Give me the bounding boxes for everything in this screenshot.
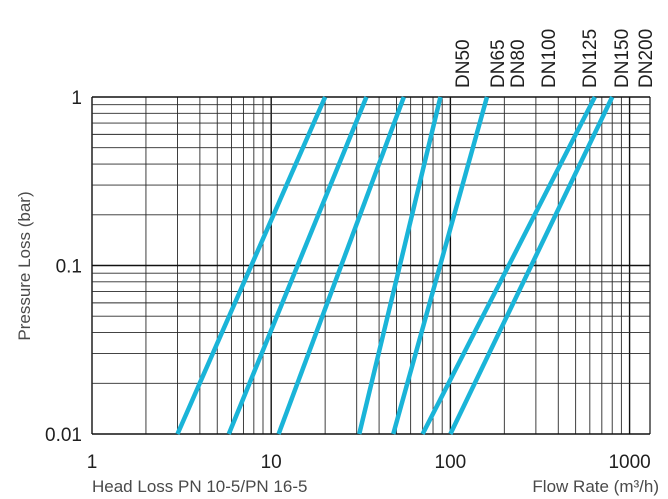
y-tick-labels: 0.01 0.1 1 [45, 88, 82, 446]
series-line-dn65 [226, 96, 369, 435]
x-tick-labels: 1 10 100 1000 [87, 452, 651, 473]
y-tick-label: 0.01 [45, 425, 82, 446]
series-label-dn125: DN125 [580, 29, 601, 88]
y-tick-label: 0.1 [56, 257, 82, 278]
x-tick-label: 10 [261, 452, 282, 473]
series-line-dn100 [357, 96, 443, 435]
series-label-dn100: DN100 [539, 29, 560, 88]
series-label-dn50: DN50 [453, 39, 474, 88]
series-line-dn150 [420, 95, 597, 436]
series-line-dn50 [175, 96, 328, 435]
chart-grid [91, 96, 651, 435]
x-tick-label: 100 [435, 452, 467, 473]
series-lines [175, 95, 615, 436]
series-labels: DN50 DN65 DN80 DN100 DN125 DN150 DN200 [453, 29, 657, 88]
y-tick-label: 1 [71, 88, 82, 109]
series-label-dn150: DN150 [612, 29, 633, 88]
x-axis-label: Flow Rate (m³/h) [532, 477, 659, 496]
series-line-dn200 [448, 96, 615, 435]
series-line-dn125 [391, 96, 490, 435]
series-label-dn80: DN80 [508, 39, 529, 88]
x-tick-label: 1000 [608, 452, 650, 473]
series-label-dn200: DN200 [636, 29, 657, 88]
series-label-dn65: DN65 [488, 39, 509, 88]
y-axis-label: Pressure Loss (bar) [15, 191, 34, 340]
x-tick-label: 1 [87, 452, 98, 473]
series-line-dn80 [276, 96, 406, 435]
footer-left-text: Head Loss PN 10-5/PN 16-5 [92, 477, 307, 496]
